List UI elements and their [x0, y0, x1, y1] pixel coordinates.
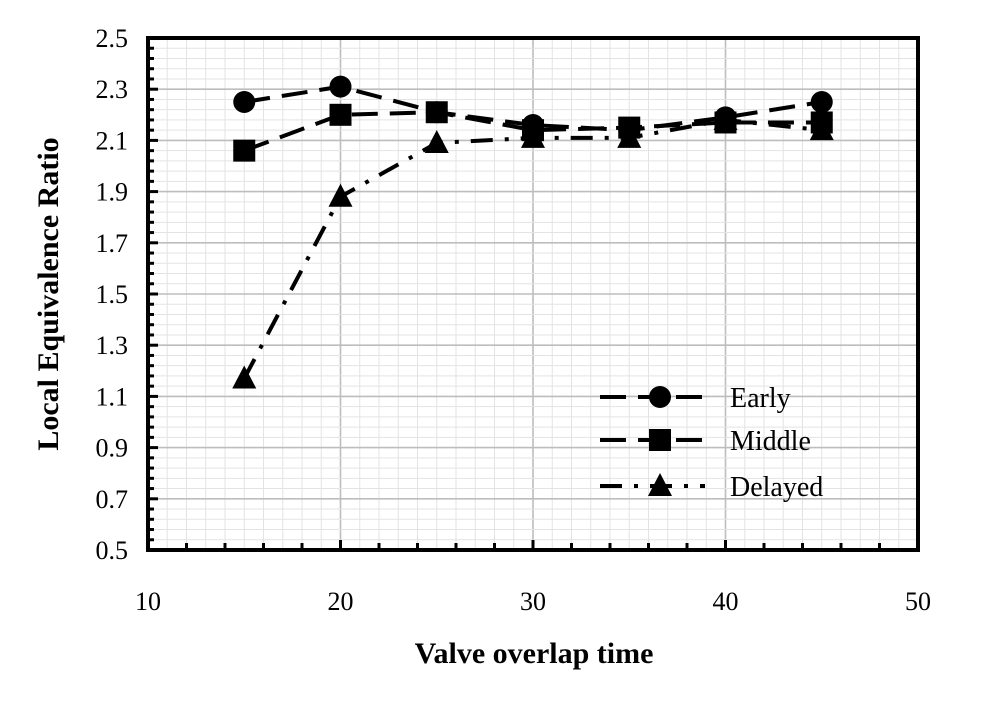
y-tick-label: 1.7 — [96, 229, 129, 258]
data-point-middle — [425, 101, 448, 124]
legend: Early Middle Delayed — [600, 383, 823, 503]
data-point-middle — [329, 103, 352, 126]
legend-item-early: Early — [600, 383, 791, 414]
legend-label: Delayed — [730, 472, 823, 503]
series-group — [232, 75, 834, 389]
data-point-early — [810, 91, 833, 113]
y-tick-label: 1.9 — [96, 178, 129, 207]
data-point-early — [329, 75, 352, 98]
data-point-delayed — [424, 129, 449, 153]
y-axis-title: Local Equivalence Ratio — [32, 137, 65, 450]
data-point-middle — [233, 139, 256, 162]
x-tick-label: 30 — [520, 587, 546, 616]
x-tick-label: 40 — [713, 587, 739, 616]
y-tick-label: 0.9 — [96, 434, 129, 463]
data-point-delayed — [521, 124, 545, 148]
y-tick-label: 1.3 — [96, 331, 129, 360]
tick-labels: 10 20 30 40 50 0.5 0.7 0.9 1.1 1.3 1.5 1.7 1.9 2.1 2.3… — [96, 24, 932, 616]
data-point-delayed — [232, 365, 257, 389]
y-tick-label: 2.3 — [96, 75, 129, 104]
x-tick-label: 50 — [905, 587, 931, 616]
y-tick-label: 0.5 — [96, 536, 129, 565]
grid — [148, 38, 918, 550]
data-point-delayed — [617, 124, 642, 148]
x-axis-title: Valve overlap time — [415, 637, 654, 670]
legend-marker — [648, 473, 672, 496]
y-tick-label: 1.1 — [96, 382, 129, 411]
y-tick-label: 2.1 — [96, 126, 129, 155]
y-tick-label: 2.5 — [96, 24, 129, 53]
x-tick-label: 20 — [328, 587, 354, 616]
y-tick-label: 0.7 — [96, 485, 129, 514]
legend-label: Middle — [730, 426, 811, 457]
data-point-delayed — [713, 106, 738, 130]
legend-marker — [649, 386, 671, 408]
data-point-delayed — [328, 183, 353, 207]
y-tick-label: 1.5 — [96, 280, 129, 309]
legend-marker — [649, 429, 671, 451]
legend-item-delayed: Delayed — [600, 472, 823, 503]
series-delayed — [232, 106, 834, 389]
axis-ticks — [146, 36, 920, 552]
data-point-early — [233, 91, 256, 113]
legend-item-middle: Middle — [600, 426, 811, 457]
legend-label: Early — [730, 383, 791, 414]
x-tick-label: 10 — [135, 587, 161, 616]
data-point-delayed — [809, 117, 834, 141]
